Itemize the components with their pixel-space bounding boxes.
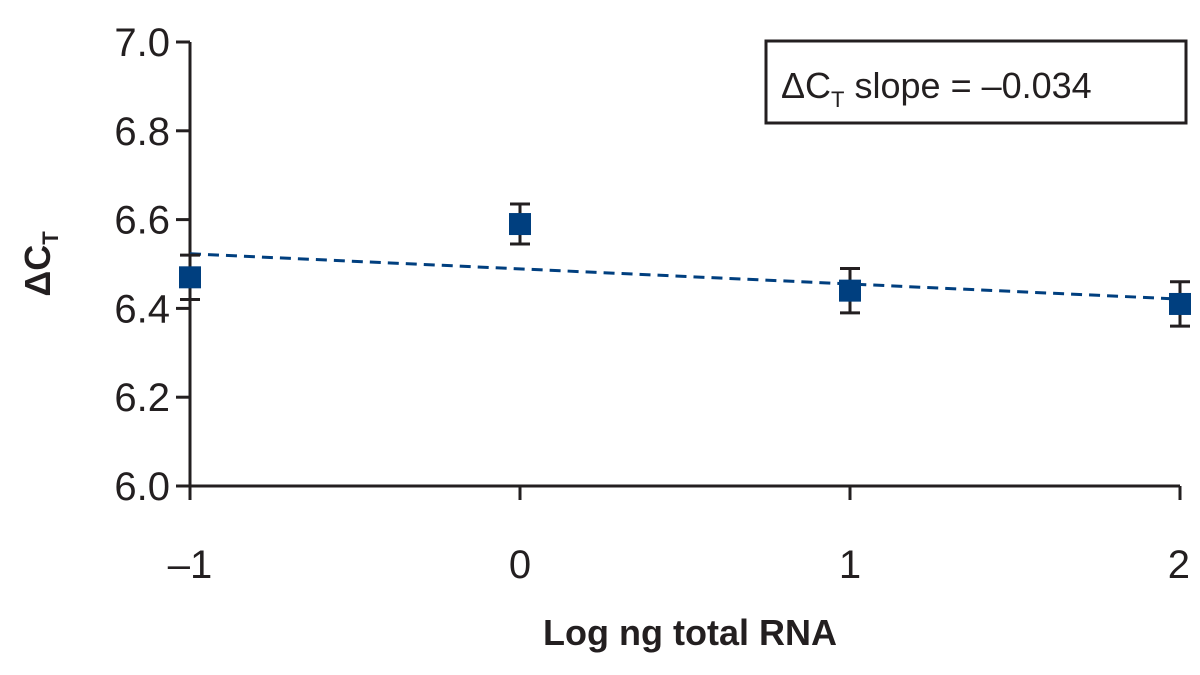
data-point [179,266,201,289]
trendline-group [189,252,1181,301]
data-point [839,279,861,302]
x-ticks: –1 0 1 2 [168,486,1190,587]
y-tick-label: 6.2 [114,376,170,420]
y-axis-title-sub: T [38,231,63,245]
data-point [1169,292,1191,315]
annotation-text: ΔCT slope = –0.034 [781,65,1092,112]
x-tick-label: 0 [509,543,531,587]
x-tick-label: 2 [1168,543,1190,587]
data-points [179,202,1191,328]
y-tick-label: 6.4 [114,287,170,331]
y-tick-label: 6.8 [114,110,170,154]
trendline [189,252,1181,301]
x-tick-label: –1 [168,543,213,587]
x-tick-label: 1 [839,543,861,587]
annotation-sub: T [831,87,844,112]
annotation-suffix: slope = –0.034 [845,65,1092,106]
data-point [509,213,531,236]
y-axis-title-main: ΔC [17,245,58,297]
y-axis-title: ΔCT [17,231,63,297]
annotation-prefix: ΔC [781,65,831,106]
x-axis-title: Log ng total RNA [543,612,837,653]
y-ticks: 6.0 6.2 6.4 6.6 6.8 7.0 [114,21,190,509]
y-tick-label: 6.0 [114,465,170,509]
y-tick-label: 7.0 [114,21,170,65]
y-tick-label: 6.6 [114,199,170,243]
annotation-box [764,39,1188,125]
